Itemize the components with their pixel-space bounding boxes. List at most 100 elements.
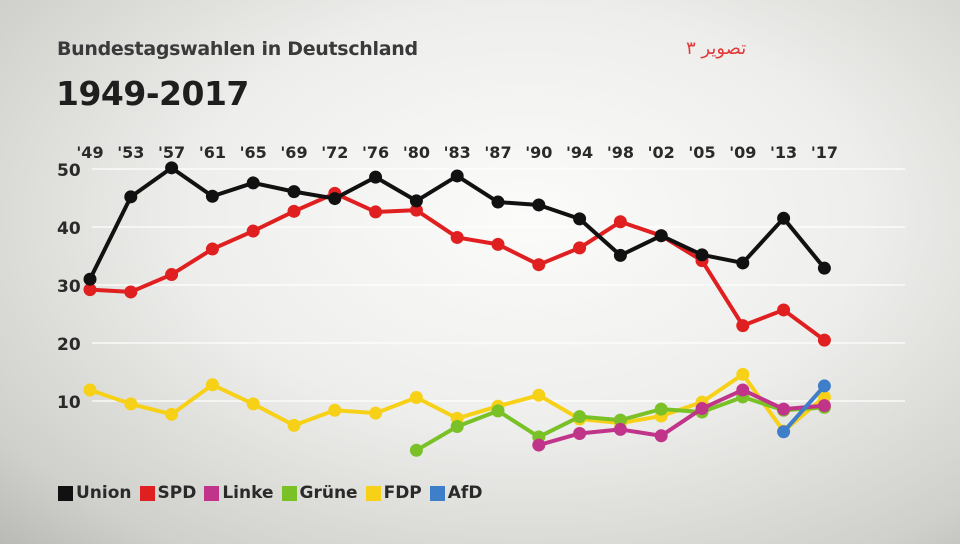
legend-swatch <box>429 485 445 501</box>
x-tick-label: '65 <box>240 143 267 162</box>
legend-swatch <box>365 485 381 501</box>
data-point-fdp <box>736 367 750 381</box>
y-tick-label: 50 <box>57 161 81 181</box>
data-point-linke <box>573 426 587 440</box>
data-point-linke <box>654 429 668 443</box>
data-point-union <box>287 185 301 199</box>
data-point-union <box>124 190 138 204</box>
data-point-union <box>369 170 383 184</box>
y-tick-label: 30 <box>57 277 81 297</box>
data-point-gruene <box>450 420 464 434</box>
x-tick-label: '83 <box>444 143 471 162</box>
data-point-union <box>777 211 791 225</box>
data-point-union <box>450 169 464 183</box>
x-tick-label: '17 <box>811 143 838 162</box>
data-point-spd <box>736 319 750 333</box>
legend-label: FDP <box>383 483 422 503</box>
data-point-union <box>409 194 423 208</box>
data-point-spd <box>573 241 587 255</box>
data-point-linke <box>817 399 831 413</box>
legend-swatch <box>281 485 297 501</box>
data-point-fdp <box>532 388 546 402</box>
data-point-fdp <box>246 397 260 411</box>
data-point-linke <box>777 402 791 416</box>
data-point-linke <box>532 438 546 452</box>
data-point-spd <box>613 215 627 229</box>
legend-label: Union <box>76 483 132 503</box>
data-point-union <box>165 161 179 175</box>
data-point-union <box>613 248 627 262</box>
legend-item-union: Union <box>58 483 132 503</box>
x-tick-label: '53 <box>117 143 144 162</box>
data-point-spd <box>532 258 546 272</box>
data-point-spd <box>287 204 301 218</box>
x-tick-label: '13 <box>770 143 797 162</box>
chart-legend: Union SPD Linke Grüne FDP AfD <box>58 483 490 503</box>
x-tick-label: '76 <box>362 143 389 162</box>
data-point-linke <box>736 383 750 397</box>
data-point-fdp <box>328 403 342 417</box>
data-point-fdp <box>124 397 138 411</box>
data-point-spd <box>409 203 423 217</box>
data-point-union <box>532 198 546 212</box>
data-point-union <box>573 212 587 226</box>
legend-swatch <box>139 485 155 501</box>
data-point-union <box>736 256 750 270</box>
legend-item-spd: SPD <box>139 483 196 503</box>
series-line-spd <box>88 191 827 343</box>
x-tick-label: '61 <box>199 143 226 162</box>
data-point-fdp <box>165 407 179 421</box>
data-point-afd <box>817 379 831 393</box>
data-point-spd <box>817 333 831 347</box>
x-tick-label: '87 <box>484 143 511 162</box>
x-tick-label: '02 <box>648 143 675 162</box>
data-point-gruene <box>654 402 668 416</box>
x-tick-label: '05 <box>688 143 715 162</box>
data-point-spd <box>205 242 219 256</box>
data-point-union <box>246 176 260 190</box>
watermark-text: تصویر ۳ <box>686 38 747 59</box>
x-tick-label: '98 <box>607 143 634 162</box>
series-line-linke <box>536 387 827 448</box>
legend-item-fdp: FDP <box>365 483 422 503</box>
data-point-linke <box>695 402 709 416</box>
x-tick-label: '72 <box>321 143 348 162</box>
legend-swatch <box>58 485 73 501</box>
data-point-union <box>83 272 97 286</box>
data-point-linke <box>613 422 627 436</box>
data-point-union <box>695 248 709 262</box>
x-tick-label: '57 <box>158 143 185 162</box>
data-point-spd <box>83 283 97 297</box>
legend-label: AfD <box>447 483 483 503</box>
data-point-union <box>654 229 668 243</box>
x-tick-label: '90 <box>525 143 552 162</box>
data-point-fdp <box>409 391 423 405</box>
data-point-gruene <box>613 413 627 427</box>
data-point-afd <box>777 425 791 439</box>
legend-item-afd: AfD <box>429 483 483 503</box>
data-point-spd <box>450 230 464 244</box>
legend-label: Grüne <box>299 483 358 503</box>
data-point-spd <box>777 303 791 317</box>
legend-label: Linke <box>222 483 274 503</box>
x-tick-label: '09 <box>729 143 756 162</box>
data-point-gruene <box>573 410 587 424</box>
x-tick-label: '94 <box>566 143 593 162</box>
chart-title: 1949-2017 <box>56 74 249 113</box>
data-point-fdp <box>83 383 97 397</box>
data-point-spd <box>165 268 179 282</box>
y-tick-label: 40 <box>57 219 81 239</box>
data-point-spd <box>124 285 138 299</box>
data-point-union <box>817 261 831 275</box>
series-line-union <box>88 165 827 282</box>
legend-swatch <box>204 485 220 501</box>
y-tick-label: 10 <box>57 393 81 413</box>
data-point-spd <box>246 224 260 238</box>
data-point-fdp <box>287 418 301 432</box>
data-point-fdp <box>205 378 219 392</box>
x-tick-label: '49 <box>76 143 103 162</box>
legend-item-gruene: Grüne <box>281 483 358 503</box>
data-point-fdp <box>369 406 383 420</box>
data-point-gruene <box>491 404 505 418</box>
